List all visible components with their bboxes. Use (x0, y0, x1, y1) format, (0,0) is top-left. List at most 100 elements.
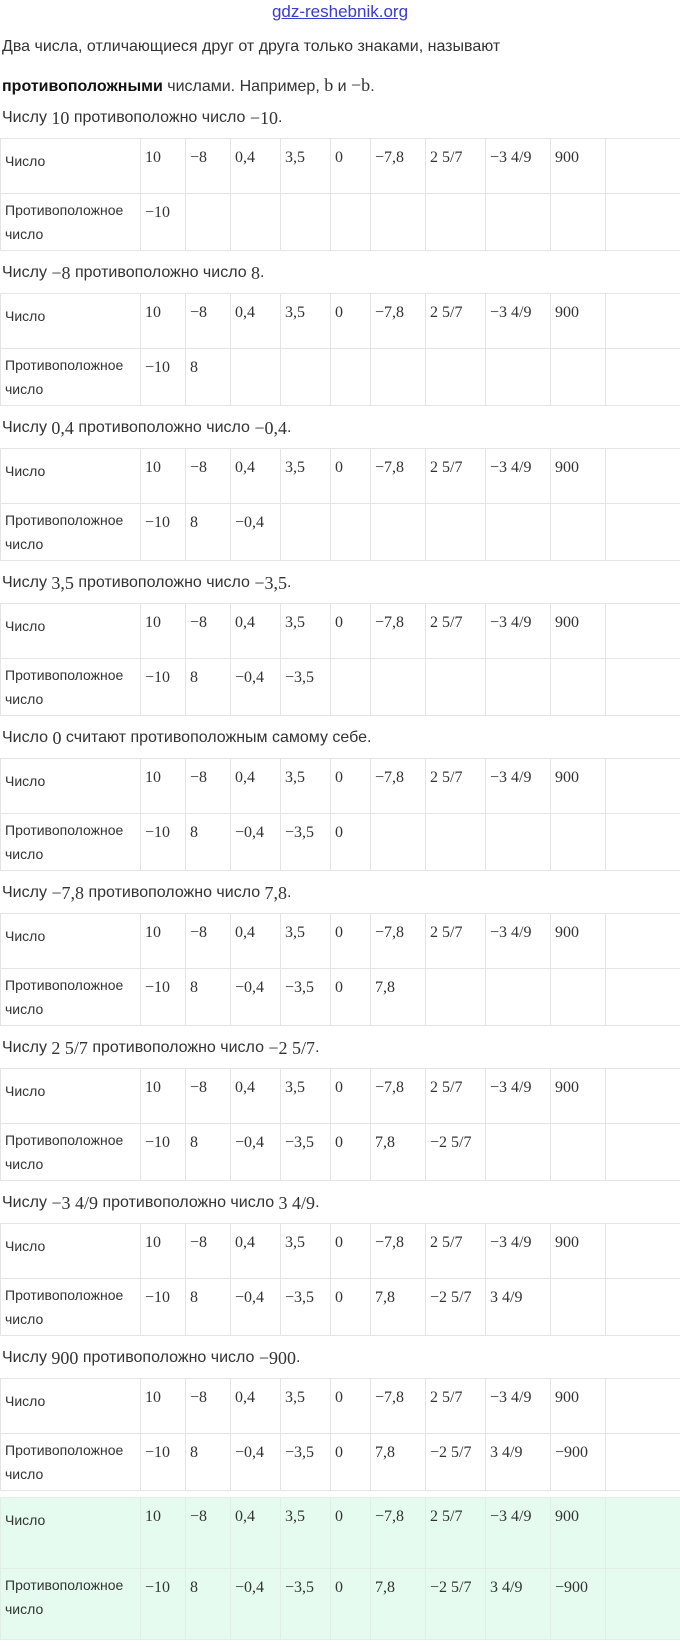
empty-cell (606, 1569, 680, 1640)
number-cell: −7,8 (371, 449, 426, 504)
caption-text: . (315, 1191, 319, 1215)
math-value: −10 (145, 1444, 170, 1461)
opposite-cell: −3,5 (281, 814, 331, 871)
math-value: −3,5 (285, 1289, 314, 1306)
opposite-cell: −2 5/7 (426, 1124, 486, 1181)
math-value: 10 (145, 149, 161, 166)
math-value: 3,5 (285, 1079, 305, 1096)
number-cell: 0 (331, 449, 371, 504)
opposite-cell (486, 1124, 551, 1181)
number-cell: 2 5/7 (426, 914, 486, 969)
math-value: −900 (555, 1444, 588, 1461)
row-label: Число (1, 1224, 141, 1279)
empty-cell (606, 814, 680, 871)
opposite-cell (371, 659, 426, 716)
math-value: 10 (145, 769, 161, 786)
opposite-cell: −3,5 (281, 1279, 331, 1336)
section-caption: Числу −8 противоположно число 8. (0, 257, 680, 293)
empty-cell (606, 1498, 680, 1569)
number-cell: −3 4/9 (486, 294, 551, 349)
opposite-cell: 7,8 (371, 1569, 426, 1640)
opposite-cell: 8 (186, 659, 231, 716)
opposite-cell (551, 1279, 606, 1336)
math-value: 0 (335, 1579, 343, 1596)
math-value: 0 (335, 1134, 343, 1151)
number-cell: 0 (331, 604, 371, 659)
opposite-cell: 0 (331, 1434, 371, 1491)
math-value: 0,4 (235, 149, 255, 166)
math-value: −8 (190, 924, 207, 941)
caption-text: . (296, 1346, 300, 1370)
math-value: −3,5 (254, 571, 287, 595)
empty-cell (606, 349, 680, 406)
math-value: 0 (335, 1508, 343, 1525)
opposite-cell (281, 504, 331, 561)
math-value: 3,5 (285, 1508, 305, 1525)
number-cell: 0 (331, 139, 371, 194)
opposite-cell: −10 (141, 1124, 186, 1181)
math-minus-b: −b (351, 75, 370, 95)
math-value: −10 (145, 669, 170, 686)
number-cell: −3 4/9 (486, 604, 551, 659)
number-cell: 10 (141, 294, 186, 349)
opposite-cell (371, 194, 426, 251)
math-value: −900 (555, 1579, 588, 1596)
opposite-cell (551, 504, 606, 561)
number-cell: 2 5/7 (426, 139, 486, 194)
opposite-cell: 3 4/9 (486, 1569, 551, 1640)
number-cell: −3 4/9 (486, 914, 551, 969)
math-value: 10 (145, 1508, 161, 1525)
math-value: −7,8 (375, 1079, 404, 1096)
math-value: 0 (335, 614, 343, 631)
math-value: 0 (335, 1289, 343, 1306)
math-value: −2 5/7 (430, 1289, 471, 1306)
math-value: 900 (555, 924, 579, 941)
row-label-text: Противоположное число (5, 977, 123, 1017)
math-value: 900 (555, 1389, 579, 1406)
math-b: b (324, 75, 333, 95)
math-value: 2 5/7 (430, 769, 462, 786)
row-label-text: Число (5, 1393, 45, 1409)
number-cell: −8 (186, 759, 231, 814)
number-cell: −7,8 (371, 1379, 426, 1434)
opposite-cell: −3,5 (281, 659, 331, 716)
math-value: −0,4 (254, 416, 287, 440)
opposite-cell (426, 349, 486, 406)
math-value: 0 (335, 149, 343, 166)
math-value: −0,4 (235, 824, 264, 841)
number-cell: −7,8 (371, 1069, 426, 1124)
math-value: −8 (190, 1079, 207, 1096)
number-cell: 0,4 (231, 1379, 281, 1434)
number-cell: 3,5 (281, 1498, 331, 1569)
number-cell: 900 (551, 139, 606, 194)
math-value: −0,4 (235, 979, 264, 996)
opposite-cell (371, 504, 426, 561)
number-cell: 900 (551, 294, 606, 349)
number-cell: 0,4 (231, 604, 281, 659)
watermark-link[interactable]: gdz-reshebnik.org (0, 2, 680, 22)
math-value: 8 (190, 979, 198, 996)
caption-text: Числу (2, 1346, 51, 1370)
number-cell: −3 4/9 (486, 139, 551, 194)
opposite-cell: 8 (186, 1124, 231, 1181)
number-cell: −7,8 (371, 1224, 426, 1279)
empty-cell (606, 1124, 680, 1181)
number-cell: 10 (141, 1498, 186, 1569)
number-cell: −8 (186, 604, 231, 659)
opposite-cell (486, 659, 551, 716)
math-value: 900 (555, 459, 579, 476)
math-value: −3 4/9 (490, 924, 531, 941)
opposite-cell: 0 (331, 814, 371, 871)
math-value: 2 5/7 (430, 1389, 462, 1406)
math-value: 7,8 (375, 1134, 395, 1151)
number-cell: 0 (331, 759, 371, 814)
math-value: −8 (190, 1508, 207, 1525)
